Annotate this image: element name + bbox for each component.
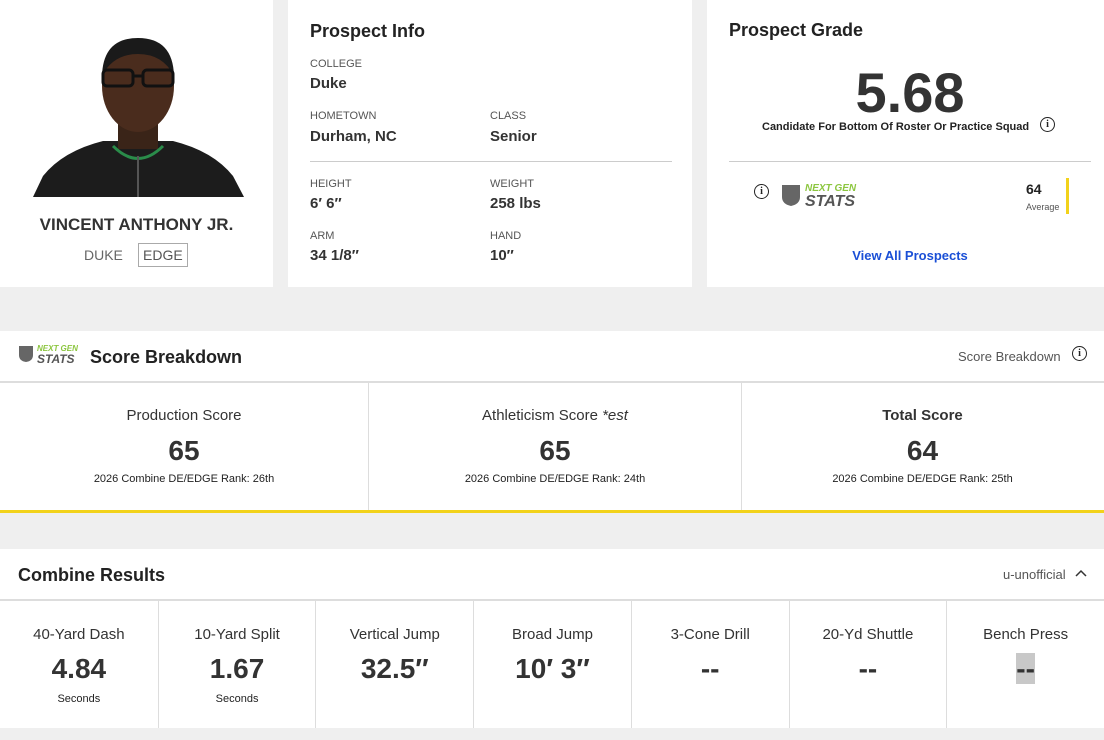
drill-value-text: -- <box>1016 653 1035 684</box>
drill-name: 10-Yard Split <box>194 626 280 643</box>
field-label: HEIGHT <box>310 178 352 190</box>
divider <box>0 599 1104 601</box>
score-label: Athleticism Score *est <box>369 407 741 424</box>
drill-value: -- <box>790 653 947 685</box>
drill-cell: Bench Press -- <box>946 601 1104 728</box>
score-label: Production Score <box>126 407 242 424</box>
drill-unit: Seconds <box>57 693 101 705</box>
field-value: 258 lbs <box>490 195 541 212</box>
field-label: COLLEGE <box>310 58 362 70</box>
drill-value-text: -- <box>858 653 878 684</box>
view-all-link[interactable]: View All Prospects <box>852 248 968 263</box>
score-value: 65 <box>168 435 200 466</box>
field-label: WEIGHT <box>490 178 534 190</box>
score-rank: 2026 Combine DE/EDGE Rank: 26th <box>93 473 275 485</box>
section-title: Score Breakdown <box>90 347 243 367</box>
drill-name: 20-Yd Shuttle <box>822 626 914 643</box>
drill-cell: 3-Cone Drill -- <box>630 601 789 728</box>
score-cell: Total Score 64 2026 Combine DE/EDGE Rank… <box>741 383 1104 510</box>
field-label: ARM <box>310 230 335 242</box>
field-value: Duke <box>310 75 347 92</box>
drill-cell: 20-Yd Shuttle -- <box>788 601 947 728</box>
nfl-shield <box>19 346 33 362</box>
score-value: 65 <box>539 435 571 466</box>
prospect-grade-card: Prospect Grade 5.68 Candidate For Bottom… <box>707 0 1104 287</box>
section-title: Combine Results <box>18 565 166 585</box>
ngs-score: 64 <box>1026 181 1042 197</box>
score-cell: Production Score 65 2026 Combine DE/EDGE… <box>0 383 368 510</box>
score-rank: 2026 Combine DE/EDGE Rank: 25th <box>832 473 1013 485</box>
ngs-logo: NEXT GEN STATS <box>805 184 856 210</box>
info-icon[interactable]: i <box>1040 117 1055 132</box>
player-name: VINCENT ANTHONY JR. <box>39 215 234 234</box>
drill-value-text: 4.84 <box>51 653 107 684</box>
collapse-chevron[interactable] <box>1075 568 1087 578</box>
drill-value: -- <box>947 653 1104 685</box>
player-photo <box>33 38 244 197</box>
score-cell: Athleticism Score *est 65 2026 Combine D… <box>368 383 742 510</box>
drill-cell: Broad Jump 10′ 3″ <box>473 601 631 728</box>
combine-results: Combine Results u-unofficial 40-Yard Das… <box>0 549 1104 728</box>
drill-cell: Vertical Jump 32.5″ <box>315 601 473 728</box>
field-label: CLASS <box>490 110 527 122</box>
score-label-suffix: *est <box>602 407 628 424</box>
score-label-text: Athleticism Score <box>482 407 598 424</box>
drill-value: 1.67 <box>159 653 316 685</box>
ngs-logo: NEXT GEN STATS <box>37 344 78 366</box>
field-label: HOMETOWN <box>310 110 377 122</box>
logo-bottom: STATS <box>37 352 75 366</box>
drill-cell: 10-Yard Split 1.67 Seconds <box>157 601 316 728</box>
divider <box>0 381 1104 383</box>
accent-line <box>0 510 1104 513</box>
field-value: 10″ <box>490 247 514 264</box>
score-value: 64 <box>906 435 939 466</box>
field-value: 34 1/8″ <box>310 247 359 264</box>
drill-cell: 40-Yard Dash 4.84 Seconds <box>0 601 158 728</box>
player-position: EDGE <box>138 243 188 267</box>
ngs-label: Average <box>1026 202 1060 212</box>
info-icon[interactable]: i <box>1072 346 1087 361</box>
drill-value-text: 10′ 3″ <box>515 653 590 684</box>
field-label: HAND <box>490 230 522 242</box>
field-value: Durham, NC <box>310 128 397 145</box>
drill-unit: Seconds <box>215 693 259 705</box>
logo-top: NEXT GEN <box>37 344 78 353</box>
grade-description: Candidate For Bottom Of Roster Or Practi… <box>762 121 1030 133</box>
drill-name: Bench Press <box>983 626 1069 643</box>
nfl-shield <box>782 185 800 206</box>
drill-value-text: -- <box>700 653 720 684</box>
drill-value-text: 32.5″ <box>360 653 429 684</box>
drill-name: 3-Cone Drill <box>670 626 750 643</box>
divider <box>729 161 1091 162</box>
logo-top: NEXT GEN <box>805 183 857 194</box>
score-rank: 2026 Combine DE/EDGE Rank: 24th <box>464 473 646 485</box>
score-row: Production Score 65 2026 Combine DE/EDGE… <box>0 383 1104 510</box>
drill-value-text: 1.67 <box>209 653 265 684</box>
drill-value: 4.84 <box>0 653 158 685</box>
card-title: Prospect Grade <box>729 20 864 40</box>
drill-name: 40-Yard Dash <box>33 626 125 643</box>
score-breakdown: NEXT GEN STATS Score Breakdown Score Bre… <box>0 331 1104 513</box>
prospect-info-card: Prospect Info COLLEGE Duke HOMETOWN Durh… <box>288 0 692 287</box>
field-value: 6′ 6″ <box>310 195 342 212</box>
score-label: Total Score <box>882 407 963 424</box>
drill-value: -- <box>632 653 789 685</box>
drill-value: 32.5″ <box>316 653 473 685</box>
drill-name: Vertical Jump <box>349 626 440 643</box>
divider <box>310 161 672 162</box>
status-label: u-unofficial <box>1003 567 1066 582</box>
drill-name: Broad Jump <box>512 626 593 643</box>
score-bar <box>1066 178 1069 214</box>
logo-bottom: STATS <box>805 193 856 210</box>
grade-value: 5.68 <box>855 61 965 124</box>
drill-row: 40-Yard Dash 4.84 Seconds 10-Yard Split 1.67… <box>0 601 1104 728</box>
field-value: Senior <box>490 128 537 145</box>
drill-value: 10′ 3″ <box>474 653 631 685</box>
info-icon[interactable]: i <box>754 184 769 199</box>
player-college: DUKE <box>84 247 123 263</box>
header-link[interactable]: Score Breakdown <box>958 349 1061 364</box>
player-card: VINCENT ANTHONY JR. DUKE EDGE <box>0 0 273 287</box>
card-title: Prospect Info <box>310 21 426 41</box>
